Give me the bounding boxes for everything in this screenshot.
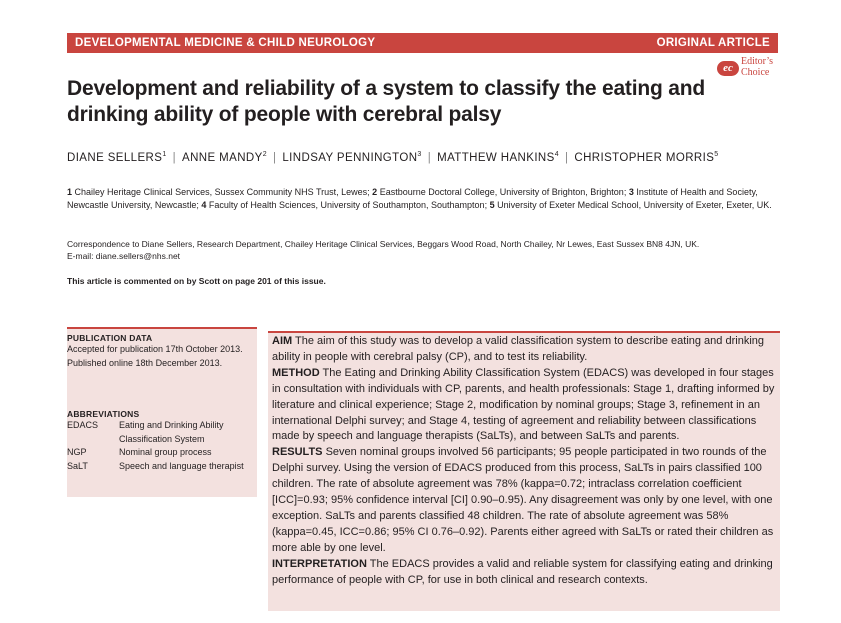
abbreviation-row: EDACS Eating and Drinking Ability Classi… — [67, 420, 224, 444]
author: CHRISTOPHER MORRIS5 — [574, 151, 719, 164]
author: DIANE SELLERS1 — [67, 151, 167, 164]
commentary-note: This article is commented on by Scott on… — [67, 276, 326, 286]
publication-data-heading: PUBLICATION DATA — [67, 333, 153, 343]
abstract-box: AIM The aim of this study was to develop… — [268, 331, 780, 611]
article-title: Development and reliability of a system … — [67, 77, 705, 126]
editors-choice-label: Editor’s Choice — [741, 56, 774, 78]
article-type: ORIGINAL ARTICLE — [656, 37, 770, 49]
journal-header-bar: DEVELOPMENTAL MEDICINE & CHILD NEUROLOGY… — [67, 33, 778, 53]
abstract-aim: AIM The aim of this study was to develop… — [272, 335, 764, 363]
correspondence: Correspondence to Diane Sellers, Researc… — [67, 238, 779, 262]
abstract-interpretation: INTERPRETATION The EDACS provides a vali… — [272, 557, 773, 586]
abbreviation-row: NGP Nominal group process — [67, 447, 212, 457]
abbreviation-row: SaLT Speech and language therapist — [67, 460, 244, 471]
correspondence-email: E-mail: diane.sellers@nhs.net — [67, 251, 181, 261]
affiliations: 1 Chailey Heritage Clinical Services, Su… — [67, 187, 772, 210]
published-date: Published online 18th December 2013. — [67, 357, 223, 368]
journal-name: DEVELOPMENTAL MEDICINE & CHILD NEUROLOGY — [75, 37, 376, 49]
author: ANNE MANDY2 — [182, 151, 267, 164]
abstract-method: METHOD The Eating and Drinking Ability C… — [272, 366, 775, 443]
correspondence-address: Correspondence to Diane Sellers, Researc… — [67, 239, 700, 249]
author: LINDSAY PENNINGTON3 — [282, 151, 422, 164]
abbreviations-heading: ABBREVIATIONS — [67, 409, 140, 419]
accepted-date: Accepted for publication 17th October 20… — [67, 344, 243, 354]
abbreviations: ABBREVIATIONS EDACS Eating and Drinking … — [67, 409, 257, 473]
publication-data: PUBLICATION DATA Accepted for publicatio… — [67, 333, 257, 370]
sidebar-box: PUBLICATION DATA Accepted for publicatio… — [67, 327, 257, 497]
abstract-results: RESULTS Seven nominal groups involved 56… — [272, 446, 774, 554]
sidebar-rule — [67, 327, 257, 329]
author-list: DIANE SELLERS1 | ANNE MANDY2 | LINDSAY PENNI… — [67, 151, 719, 164]
author: MATTHEW HANKINS4 — [437, 151, 559, 164]
editors-choice-badge: ec Editor’s Choice — [717, 56, 781, 79]
ec-logo-icon: ec — [717, 61, 739, 76]
